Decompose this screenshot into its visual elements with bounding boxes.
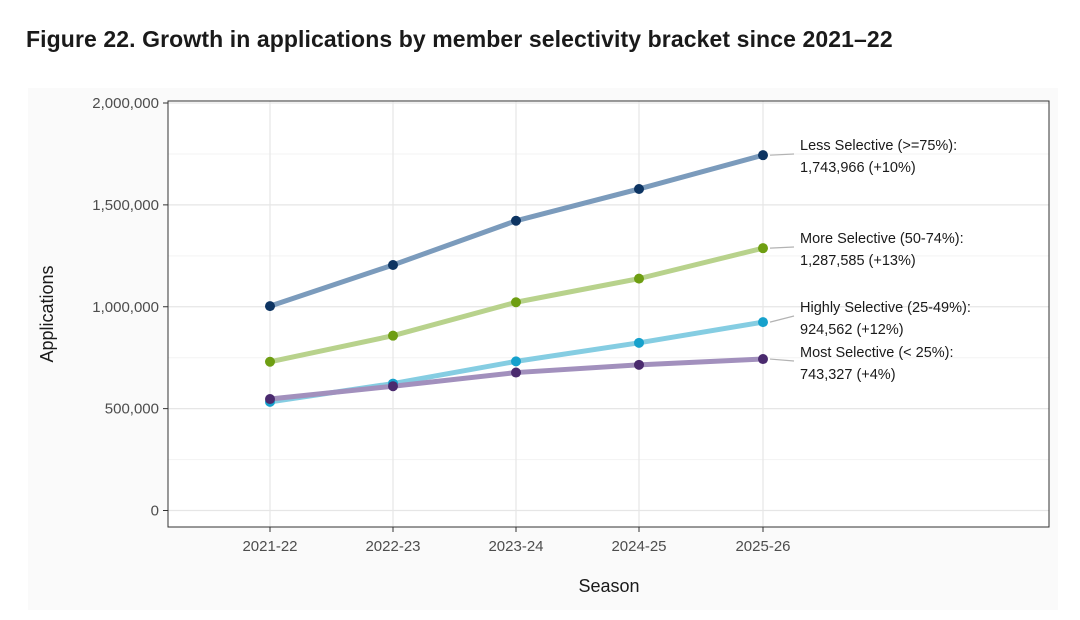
data-point (388, 330, 398, 341)
label-leader-line (769, 246, 795, 249)
y-tick-label: 0 (151, 503, 159, 520)
figure-title: Figure 22. Growth in applications by mem… (26, 26, 893, 52)
data-point (758, 354, 768, 365)
data-point (758, 150, 768, 161)
lines-layer (265, 150, 768, 407)
label-leader-line (769, 315, 795, 323)
y-tick-label: 2,000,000 (92, 95, 159, 112)
data-point (758, 317, 768, 328)
series-label: Most Selective (< 25%): (800, 345, 954, 361)
x-tick-label: 2021-22 (242, 538, 297, 555)
y-tick-label: 1,500,000 (92, 197, 159, 214)
data-point (634, 359, 644, 370)
series-value-label: 743,327 (+4%) (800, 367, 896, 383)
label-leader-line (769, 153, 795, 156)
x-tick-label: 2023-24 (488, 538, 543, 555)
data-point (511, 215, 521, 226)
series-label: More Selective (50-74%): (800, 231, 964, 247)
x-tick-label: 2024-25 (611, 538, 666, 555)
x-tick-label: 2022-23 (365, 538, 420, 555)
data-point (265, 394, 275, 405)
plot-border (167, 100, 1050, 528)
data-point (511, 297, 521, 308)
grid-layer (168, 101, 1049, 527)
data-point (388, 259, 398, 270)
data-point (511, 367, 521, 378)
data-point (265, 301, 275, 312)
labels-layer: Less Selective (>=75%): 1,743,966 (+10%) M… (769, 138, 971, 383)
data-point (511, 356, 521, 367)
y-axis-title: Applications (37, 265, 57, 362)
y-tick-label: 500,000 (105, 401, 159, 418)
axes-layer: 0 500,000 1,000,000 1,500,000 2,000,000 2021-… (37, 95, 1050, 596)
label-leader-line (769, 358, 795, 362)
data-point (758, 243, 768, 254)
series-label: Highly Selective (25-49%): (800, 300, 971, 316)
series-value-label: 1,287,585 (+13%) (800, 253, 916, 269)
x-axis-title: Season (578, 576, 639, 596)
series-value-label: 924,562 (+12%) (800, 322, 904, 338)
y-tick-label: 1,000,000 (92, 299, 159, 316)
data-point (388, 381, 398, 392)
data-point (634, 337, 644, 348)
data-point (265, 356, 275, 367)
data-point (634, 183, 644, 194)
series-value-label: 1,743,966 (+10%) (800, 160, 916, 176)
plot-background (168, 101, 1049, 527)
series-label: Less Selective (>=75%): (800, 138, 957, 154)
data-point (634, 273, 644, 284)
x-tick-label: 2025-26 (735, 538, 790, 555)
